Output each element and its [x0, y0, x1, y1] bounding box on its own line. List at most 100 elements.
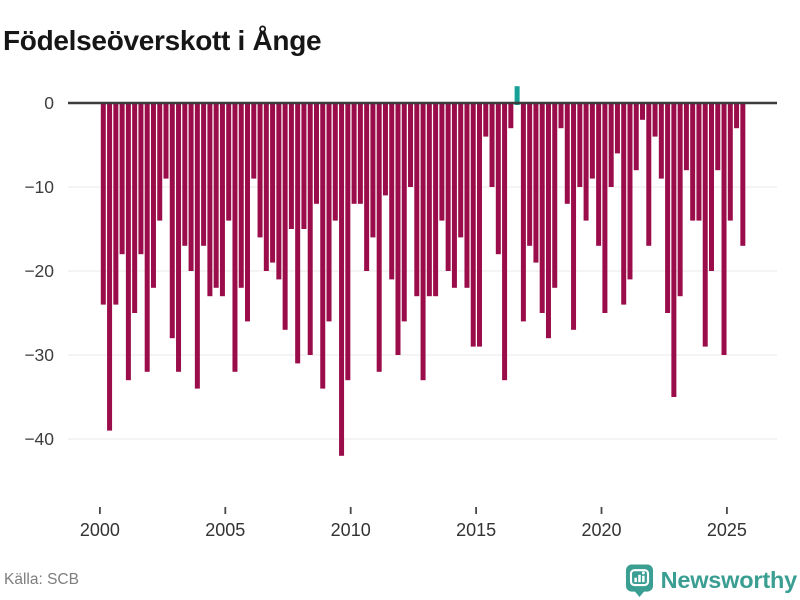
- bar-2019K3: [589, 103, 595, 179]
- bar-2025K2: [734, 103, 740, 129]
- newsworthy-logo[interactable]: Newsworthy: [625, 562, 797, 599]
- bar-2000K1: [100, 103, 106, 305]
- bar-2013K2: [433, 103, 439, 297]
- bar-2007K2: [282, 103, 288, 330]
- bar-2006K2: [257, 103, 263, 238]
- bar-2004K1: [201, 103, 207, 246]
- bar-2002K2: [157, 103, 163, 221]
- x-tick-label: 2015: [456, 520, 496, 540]
- bar-2022K1: [652, 103, 658, 137]
- bar-2005K3: [238, 103, 244, 288]
- bar-2004K4: [219, 103, 225, 297]
- bar-2011K3: [389, 103, 395, 280]
- bar-2013K1: [426, 103, 432, 297]
- bar-2017K4: [545, 103, 551, 339]
- bar-2011K1: [376, 103, 382, 372]
- bar-2008K3: [313, 103, 319, 204]
- bar-2014K2: [458, 103, 464, 238]
- bar-2024K3: [715, 103, 721, 171]
- bar-2006K3: [263, 103, 269, 271]
- bar-2008K2: [307, 103, 313, 355]
- bar-2024K2: [708, 103, 714, 271]
- bar-2018K3: [564, 103, 570, 204]
- bar-2015K2: [483, 103, 489, 137]
- bar-2003K4: [194, 103, 200, 389]
- bar-2023K2: [683, 103, 689, 171]
- bar-2018K2: [558, 103, 564, 129]
- bar-2001K4: [144, 103, 150, 372]
- bar-2023K3: [690, 103, 696, 221]
- birth-surplus-bar-chart: 0 −10 −20 −30 −40 2000 2005 2010 2015 2020 2025: [24, 86, 777, 540]
- bar-2009K1: [326, 103, 332, 322]
- bar-2006K4: [270, 103, 276, 263]
- bar-2017K3: [539, 103, 545, 313]
- bar-2022K3: [665, 103, 671, 313]
- bar-2004K3: [213, 103, 219, 288]
- bar-2007K1: [276, 103, 282, 280]
- bar-2008K1: [301, 103, 307, 229]
- y-tick-label: 0: [44, 93, 54, 113]
- source-caption: Källa: SCB: [4, 571, 79, 588]
- bar-2005K4: [245, 103, 251, 322]
- bar-2015K4: [495, 103, 501, 255]
- newsworthy-wordmark: Newsworthy: [660, 567, 798, 593]
- bar-2009K2: [332, 103, 338, 221]
- y-tick-label: −30: [24, 345, 54, 365]
- bar-2007K4: [295, 103, 301, 364]
- bar-2009K4: [345, 103, 351, 381]
- bar-2016K1: [502, 103, 508, 381]
- bar-2009K3: [339, 103, 345, 456]
- bar-2000K4: [119, 103, 125, 255]
- bar-2020K2: [608, 103, 614, 187]
- bar-2002K1: [150, 103, 156, 288]
- bar-2020K3: [614, 103, 620, 154]
- y-tick-label: −40: [24, 429, 54, 449]
- bar-2001K3: [138, 103, 144, 255]
- bar-2006K1: [251, 103, 257, 179]
- y-tick-label: −20: [24, 261, 54, 281]
- bar-2013K4: [445, 103, 451, 271]
- bar-2002K3: [163, 103, 169, 179]
- bar-2024K1: [702, 103, 708, 347]
- y-tick-label: −10: [24, 177, 54, 197]
- bar-2024K4: [721, 103, 727, 355]
- bar-2005K2: [232, 103, 238, 372]
- bar-2010K4: [370, 103, 376, 238]
- bar-2012K1: [401, 103, 407, 322]
- bar-2012K4: [420, 103, 426, 381]
- bar-2003K3: [188, 103, 194, 271]
- bar-2019K1: [577, 103, 583, 187]
- bar-2002K4: [169, 103, 175, 339]
- bar-2011K4: [395, 103, 401, 355]
- bar-2008K4: [320, 103, 326, 389]
- bar-2010K2: [357, 103, 363, 204]
- bar-2016K2: [508, 103, 514, 129]
- bar-2018K1: [552, 103, 558, 288]
- bar-2015K3: [489, 103, 495, 187]
- bar-2011K2: [382, 103, 388, 196]
- bar-2022K2: [658, 103, 664, 179]
- x-tick-label: 2000: [80, 520, 120, 540]
- bar-2013K3: [439, 103, 445, 221]
- bar-2005K1: [226, 103, 232, 221]
- bar-2007K3: [288, 103, 294, 229]
- bar-2014K3: [464, 103, 470, 288]
- bar-2003K2: [182, 103, 188, 246]
- x-tick-label: 2010: [331, 520, 371, 540]
- x-tick-label: 2005: [205, 520, 245, 540]
- bar-2021K1: [627, 103, 633, 280]
- bar-2001K2: [132, 103, 138, 313]
- bar-2012K2: [408, 103, 414, 187]
- bar-2016K4: [520, 103, 526, 322]
- bar-2017K1: [527, 103, 533, 246]
- page-title: Födelseöverskott i Ånge: [3, 24, 322, 56]
- bar-2000K2: [107, 103, 113, 431]
- bar-2023K4: [696, 103, 702, 221]
- bar-2015K1: [477, 103, 482, 347]
- bar-2014K4: [470, 103, 476, 347]
- bar-2001K1: [125, 103, 131, 381]
- bar-2020K4: [621, 103, 627, 305]
- bar-2021K3: [640, 103, 646, 120]
- bar-2022K4: [671, 103, 677, 397]
- bar-2010K3: [364, 103, 370, 271]
